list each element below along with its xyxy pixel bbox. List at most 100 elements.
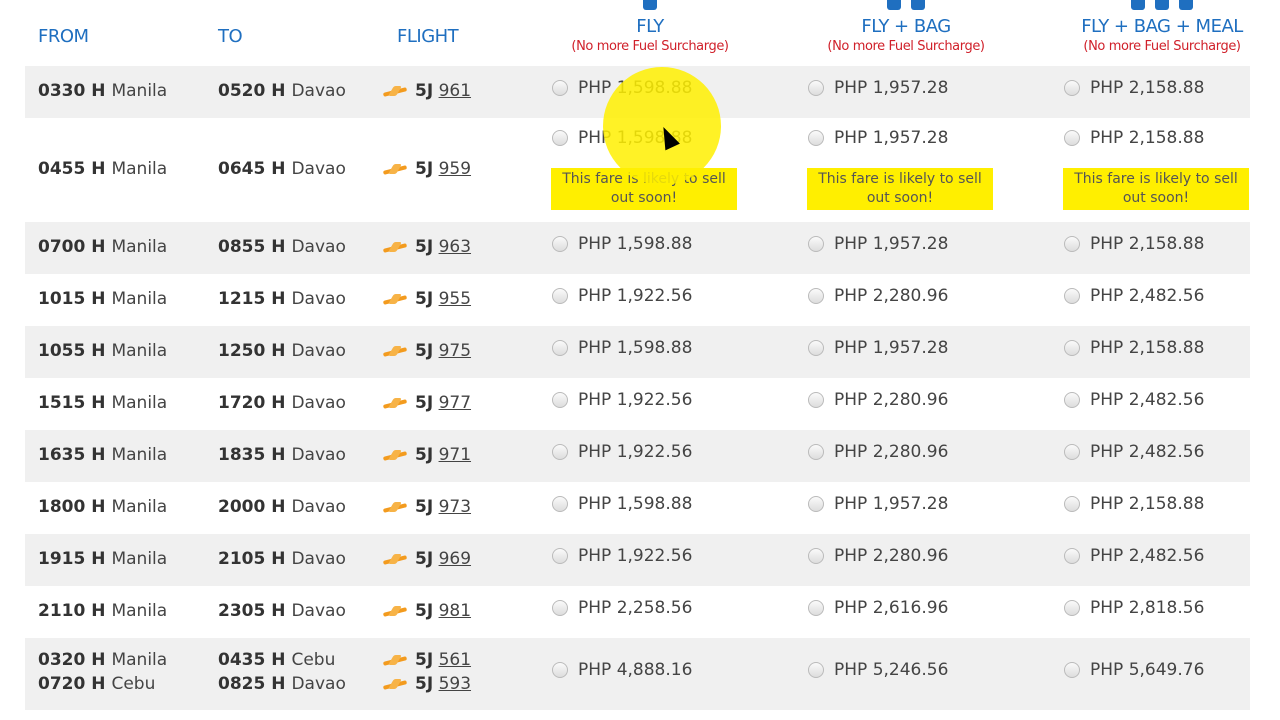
fare-radio[interactable] bbox=[808, 600, 824, 616]
fare-radio[interactable] bbox=[552, 340, 568, 356]
fare-option[interactable]: PHP 2,158.88 bbox=[1064, 78, 1204, 98]
fare-price: 1,922.56 bbox=[616, 390, 693, 410]
fare-radio[interactable] bbox=[552, 548, 568, 564]
flight-number: 5J 981 bbox=[383, 601, 471, 621]
flight-number-link[interactable]: 969 bbox=[438, 549, 472, 569]
fare-radio[interactable] bbox=[808, 662, 824, 678]
fare-radio[interactable] bbox=[1064, 548, 1080, 564]
flight-number-link[interactable]: 971 bbox=[438, 445, 472, 465]
arrival-time: 0855 H bbox=[218, 237, 286, 257]
fare-option[interactable]: PHP 2,616.96 bbox=[808, 598, 948, 618]
fare-radio[interactable] bbox=[1064, 392, 1080, 408]
fare-option[interactable]: PHP 5,649.76 bbox=[1064, 660, 1204, 680]
fare-option[interactable]: PHP 2,280.96 bbox=[808, 442, 948, 462]
fare-radio[interactable] bbox=[1064, 340, 1080, 356]
fare-radio[interactable] bbox=[1064, 662, 1080, 678]
fare-option[interactable]: PHP 1,957.28 bbox=[808, 78, 948, 98]
fare-option[interactable]: PHP 2,158.88 bbox=[1064, 494, 1204, 514]
fare-radio[interactable] bbox=[552, 496, 568, 512]
table-row: 1915 H Manila 2105 H Davao 5J 969 PHP 1,922… bbox=[25, 534, 1250, 586]
fare-radio[interactable] bbox=[1064, 80, 1080, 96]
fare-price: 1,922.56 bbox=[616, 546, 693, 566]
flight-number-link[interactable]: 963 bbox=[438, 237, 472, 257]
departure: 1635 H Manila bbox=[38, 445, 167, 465]
fare-radio[interactable] bbox=[552, 130, 568, 146]
fare-radio[interactable] bbox=[552, 444, 568, 460]
fare-option[interactable]: PHP 1,957.28 bbox=[808, 338, 948, 358]
currency: PHP bbox=[1090, 494, 1124, 514]
fare-radio[interactable] bbox=[808, 340, 824, 356]
plane-icon bbox=[383, 554, 407, 564]
plane-icon bbox=[383, 398, 407, 408]
arrival: 0520 H Davao bbox=[218, 81, 346, 101]
fare-option[interactable]: PHP 1,922.56 bbox=[552, 546, 692, 566]
fare-radio[interactable] bbox=[808, 392, 824, 408]
fare-radio[interactable] bbox=[1064, 288, 1080, 304]
fare-option[interactable]: PHP 2,482.56 bbox=[1064, 546, 1204, 566]
flight-number-link[interactable]: 961 bbox=[438, 81, 472, 101]
fare-radio[interactable] bbox=[808, 496, 824, 512]
flight-number: 5J 971 bbox=[383, 445, 471, 465]
fare-option[interactable]: PHP 1,957.28 bbox=[808, 128, 948, 148]
fare-radio[interactable] bbox=[1064, 496, 1080, 512]
currency: PHP bbox=[834, 286, 868, 306]
flight-number: 5J 977 bbox=[383, 393, 471, 413]
origin-city: Manila bbox=[111, 237, 168, 257]
fare-option[interactable]: PHP 1,598.88 bbox=[552, 234, 692, 254]
departure: 2110 H Manila bbox=[38, 601, 167, 621]
fare-option[interactable]: PHP 2,482.56 bbox=[1064, 390, 1204, 410]
fare-option[interactable]: PHP 2,158.88 bbox=[1064, 234, 1204, 254]
flight-number-link[interactable]: 593 bbox=[438, 674, 472, 694]
flight-number-link[interactable]: 977 bbox=[438, 393, 472, 413]
fare-radio[interactable] bbox=[552, 288, 568, 304]
fare-option[interactable]: PHP 2,482.56 bbox=[1064, 286, 1204, 306]
fare-option[interactable]: PHP 4,888.16 bbox=[552, 660, 692, 680]
fare-radio[interactable] bbox=[808, 236, 824, 252]
fare-price: 1,957.28 bbox=[872, 494, 949, 514]
fare-option[interactable]: PHP 2,158.88 bbox=[1064, 338, 1204, 358]
fare-radio[interactable] bbox=[808, 548, 824, 564]
fare-option[interactable]: PHP 2,158.88 bbox=[1064, 128, 1204, 148]
flight-number-link[interactable]: 973 bbox=[438, 497, 472, 517]
fare-radio[interactable] bbox=[808, 288, 824, 304]
fare-option[interactable]: PHP 2,280.96 bbox=[808, 546, 948, 566]
fare-radio[interactable] bbox=[552, 662, 568, 678]
fare-radio[interactable] bbox=[552, 392, 568, 408]
fare-option[interactable]: PHP 2,280.96 bbox=[808, 286, 948, 306]
fare-radio[interactable] bbox=[1064, 600, 1080, 616]
fare-option[interactable]: PHP 1,598.88 bbox=[552, 494, 692, 514]
fare-radio[interactable] bbox=[552, 80, 568, 96]
fare-option[interactable]: PHP 1,922.56 bbox=[552, 286, 692, 306]
fare-option[interactable]: PHP 1,598.88 bbox=[552, 78, 692, 98]
fare-option[interactable]: PHP 2,258.56 bbox=[552, 598, 692, 618]
flight-number-link[interactable]: 959 bbox=[438, 159, 472, 179]
plane-icon bbox=[383, 606, 407, 616]
fare-radio[interactable] bbox=[808, 444, 824, 460]
arrival: 2105 H Davao bbox=[218, 549, 346, 569]
fare-option[interactable]: PHP 1,957.28 bbox=[808, 494, 948, 514]
fare-radio[interactable] bbox=[1064, 236, 1080, 252]
fare-radio[interactable] bbox=[808, 130, 824, 146]
flight-number-link[interactable]: 975 bbox=[438, 341, 472, 361]
flight-number: 5J 961 bbox=[383, 81, 471, 101]
fare-radio[interactable] bbox=[1064, 444, 1080, 460]
fare-option[interactable]: PHP 1,598.88 bbox=[552, 338, 692, 358]
flight-number-link[interactable]: 561 bbox=[438, 650, 472, 670]
fare-option[interactable]: PHP 5,246.56 bbox=[808, 660, 948, 680]
bag-icon bbox=[911, 0, 925, 10]
fare-option[interactable]: PHP 2,280.96 bbox=[808, 390, 948, 410]
fare-option[interactable]: PHP 2,482.56 bbox=[1064, 442, 1204, 462]
fare-radio[interactable] bbox=[552, 236, 568, 252]
fare-option[interactable]: PHP 2,818.56 bbox=[1064, 598, 1204, 618]
fare-radio[interactable] bbox=[552, 600, 568, 616]
flight-number-link[interactable]: 955 bbox=[438, 289, 472, 309]
plane-icon bbox=[383, 164, 407, 174]
fare-radio[interactable] bbox=[1064, 130, 1080, 146]
fare-option[interactable]: PHP 1,957.28 bbox=[808, 234, 948, 254]
flight-number-link[interactable]: 981 bbox=[438, 601, 472, 621]
fare-option[interactable]: PHP 1,922.56 bbox=[552, 390, 692, 410]
flight-table: 0330 H Manila 0520 H Davao 5J 961 PHP 1,598… bbox=[25, 66, 1250, 710]
fare-radio[interactable] bbox=[808, 80, 824, 96]
fare-option[interactable]: PHP 1,922.56 bbox=[552, 442, 692, 462]
header-to: TO bbox=[218, 26, 243, 47]
